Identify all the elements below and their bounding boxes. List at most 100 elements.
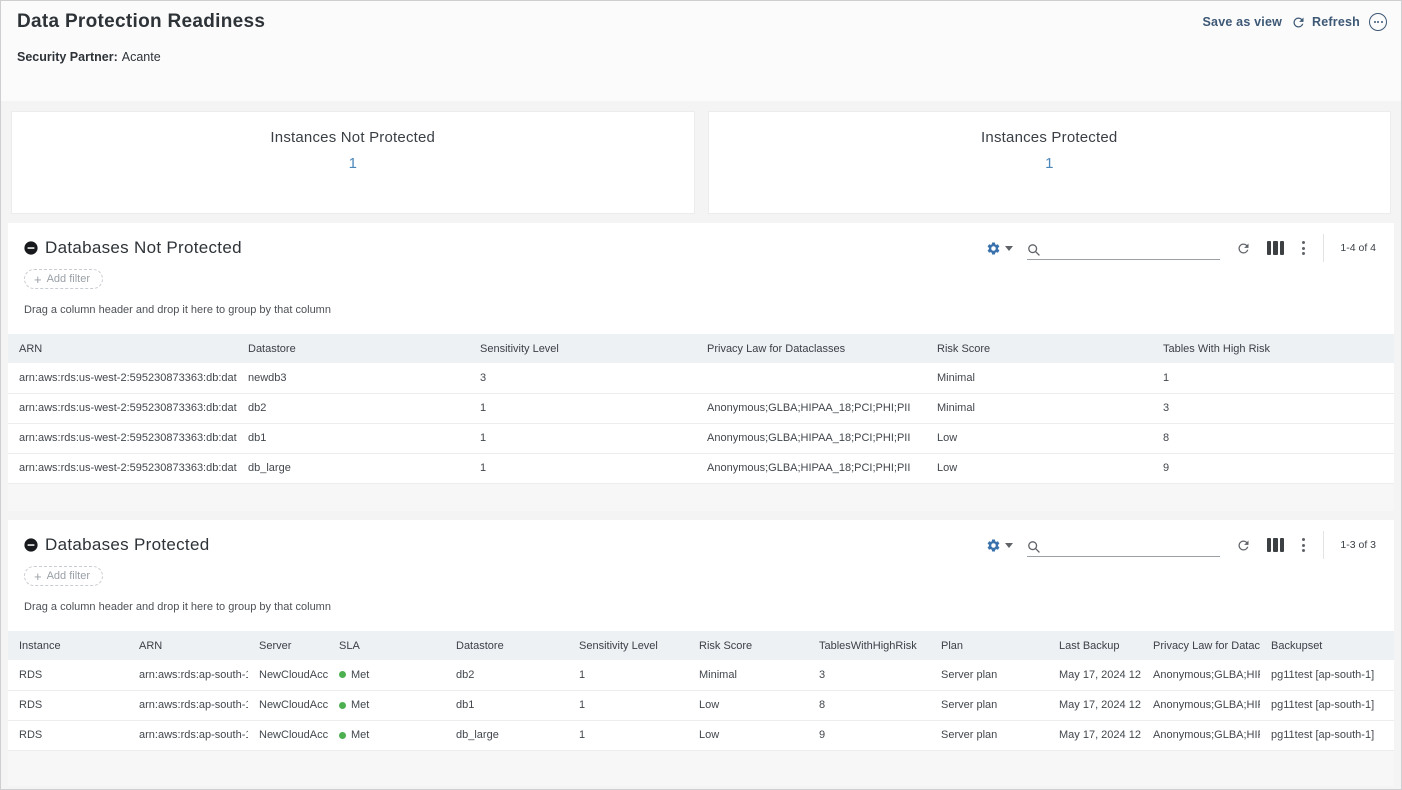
add-filter-button[interactable]: + Add filter <box>24 269 104 289</box>
sensitivity-cell: 1 <box>568 690 688 721</box>
sla-met-dot-icon <box>339 701 346 709</box>
privacy-law-cell: Anonymous;GLBA;HIPAA <box>1142 660 1260 691</box>
risk-cell: Low <box>688 720 808 751</box>
plan-link[interactable]: Server plan <box>930 720 1048 751</box>
collapse-icon[interactable] <box>24 241 38 255</box>
section-header: Databases Not Protected 1-4 of 4 <box>8 223 1394 262</box>
column-header-sensitivity[interactable]: Sensitivity Level <box>469 334 696 363</box>
columns-icon[interactable] <box>1266 241 1285 255</box>
column-header-datastore[interactable]: Datastore <box>237 334 469 363</box>
sla-met-dot-icon <box>339 671 346 679</box>
columns-icon[interactable] <box>1266 538 1285 552</box>
arn-cell: arn:aws:rds:ap-south-1:6 <box>128 660 248 691</box>
last-backup-cell: May 17, 2024 12:00:5 <box>1048 690 1142 721</box>
column-header-risk[interactable]: Risk Score <box>926 334 1152 363</box>
risk-cell: Minimal <box>926 363 1152 394</box>
grid-toolbar: 1-4 of 4 <box>986 234 1380 262</box>
table-row: arn:aws:rds:us-west-2:595230873363:db:da… <box>8 423 1394 454</box>
risk-cell: Low <box>926 453 1152 484</box>
server-link[interactable]: NewCloudAccou <box>248 720 328 751</box>
table-row: arn:aws:rds:us-west-2:595230873363:db:da… <box>8 363 1394 394</box>
security-partner-label: Security Partner: <box>17 50 118 64</box>
column-header-datastore[interactable]: Datastore <box>445 631 568 660</box>
table-row: arn:aws:rds:us-west-2:595230873363:db:da… <box>8 453 1394 484</box>
arn-cell: arn:aws:rds:us-west-2:595230873363:db:da… <box>8 423 237 454</box>
databases-not-protected-table: ARN Datastore Sensitivity Level Privacy … <box>8 334 1394 484</box>
plan-link[interactable]: Server plan <box>930 690 1048 721</box>
section-header: Databases Protected 1-3 of 3 <box>8 520 1394 559</box>
server-link[interactable]: NewCloudAccou <box>248 660 328 691</box>
search-box <box>1026 236 1220 260</box>
column-header-instance[interactable]: Instance <box>8 631 128 660</box>
kebab-menu-icon[interactable] <box>1298 536 1309 554</box>
privacy-law-cell: Anonymous;GLBA;HIPAA_18;PCI;PHI;PII <box>696 453 926 484</box>
collapse-icon[interactable] <box>24 538 38 552</box>
column-header-privacy-law[interactable]: Privacy Law for Dataclasses <box>696 334 926 363</box>
privacy-law-cell: Anonymous;GLBA;HIPAA_18;PCI;PHI;PII <box>696 423 926 454</box>
grid-refresh-icon[interactable] <box>1236 538 1251 553</box>
section-title: Databases Not Protected <box>45 238 242 257</box>
grid-refresh-icon[interactable] <box>1236 241 1251 256</box>
card-instances-not-protected: Instances Not Protected 1 <box>11 111 695 214</box>
column-header-sensitivity[interactable]: Sensitivity Level <box>568 631 688 660</box>
plus-icon: + <box>34 568 42 584</box>
column-header-privacy-law[interactable]: Privacy Law for Datacl <box>1142 631 1260 660</box>
table-header-row: Instance ARN Server SLA Datastore Sensit… <box>8 631 1394 660</box>
column-header-arn[interactable]: ARN <box>8 334 237 363</box>
tables-high-risk-cell: 9 <box>808 720 930 751</box>
sensitivity-cell: 1 <box>469 453 696 484</box>
column-header-arn[interactable]: ARN <box>128 631 248 660</box>
column-header-last-backup[interactable]: Last Backup <box>1048 631 1142 660</box>
column-header-tables-high-risk[interactable]: Tables With High Risk <box>1152 334 1394 363</box>
plan-link[interactable]: Server plan <box>930 660 1048 691</box>
sensitivity-cell: 1 <box>469 393 696 424</box>
databases-protected-table: Instance ARN Server SLA Datastore Sensit… <box>8 631 1394 751</box>
table-footer-area <box>8 750 1394 786</box>
sensitivity-cell: 3 <box>469 363 696 394</box>
privacy-law-cell: Anonymous;GLBA;HIPAA_18;PCI;PHI;PII <box>696 393 926 424</box>
instance-link[interactable]: RDS <box>8 690 128 721</box>
column-header-risk[interactable]: Risk Score <box>688 631 808 660</box>
gear-icon[interactable] <box>986 538 1013 553</box>
tables-high-risk-cell: 8 <box>808 690 930 721</box>
tables-high-risk-cell: 3 <box>1152 393 1394 424</box>
plus-icon: + <box>34 271 42 287</box>
arn-cell: arn:aws:rds:us-west-2:595230873363:db:da… <box>8 453 237 484</box>
datastore-cell: db_large <box>237 453 469 484</box>
search-icon <box>1028 541 1040 553</box>
more-options-icon[interactable] <box>1369 13 1387 31</box>
gear-icon[interactable] <box>986 241 1013 256</box>
column-header-server[interactable]: Server <box>248 631 328 660</box>
search-input[interactable] <box>1046 243 1220 257</box>
add-filter-label: Add filter <box>46 273 91 285</box>
arn-cell: arn:aws:rds:ap-south-1:6 <box>128 690 248 721</box>
table-row: arn:aws:rds:us-west-2:595230873363:db:da… <box>8 393 1394 424</box>
save-as-view-link[interactable]: Save as view <box>1202 15 1283 29</box>
column-header-backupset[interactable]: Backupset <box>1260 631 1394 660</box>
section-databases-not-protected: Databases Not Protected 1-4 of 4 <box>8 223 1394 511</box>
datastore-cell: db_large <box>445 720 568 751</box>
instance-link[interactable]: RDS <box>8 720 128 751</box>
column-header-tables-high-risk[interactable]: TablesWithHighRisk <box>808 631 930 660</box>
instances-protected-count[interactable]: 1 <box>1045 155 1054 172</box>
instances-not-protected-count[interactable]: 1 <box>348 155 357 172</box>
table-row: RDS arn:aws:rds:ap-south-1:6 NewCloudAcc… <box>8 720 1394 751</box>
chevron-down-icon <box>1004 245 1013 251</box>
refresh-icon[interactable] <box>1291 15 1306 30</box>
tables-high-risk-cell: 9 <box>1152 453 1394 484</box>
server-link[interactable]: NewCloudAccou <box>248 690 328 721</box>
card-label: Instances Protected <box>981 129 1118 146</box>
card-label: Instances Not Protected <box>270 129 436 146</box>
search-input[interactable] <box>1046 540 1220 554</box>
risk-cell: Minimal <box>926 393 1152 424</box>
arn-cell: arn:aws:rds:us-west-2:595230873363:db:da… <box>8 363 237 394</box>
sla-cell: Met <box>328 720 445 751</box>
add-filter-button[interactable]: + Add filter <box>24 566 104 586</box>
kebab-menu-icon[interactable] <box>1298 239 1309 257</box>
column-header-sla[interactable]: SLA <box>328 631 445 660</box>
topbar: Data Protection Readiness Security Partn… <box>1 1 1401 101</box>
column-header-plan[interactable]: Plan <box>930 631 1048 660</box>
instance-link[interactable]: RDS <box>8 660 128 691</box>
datastore-cell: db2 <box>237 393 469 424</box>
refresh-button[interactable]: Refresh <box>1312 15 1360 29</box>
